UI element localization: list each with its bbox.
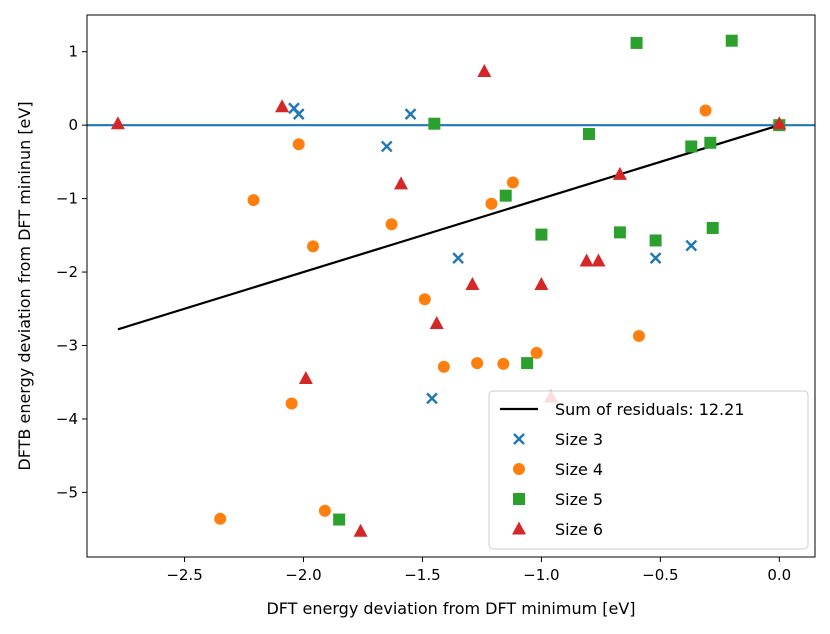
data-point [772,116,787,130]
y-tick-label: −3 [56,336,78,354]
data-point [429,315,444,329]
legend-label: Size 4 [555,460,603,479]
x-tick-label: −0.5 [642,566,678,584]
data-point [353,523,368,537]
data-point [437,360,450,373]
y-axis-title: DFTB energy deviation from DFT mininun [… [15,101,34,470]
marker-stroke [404,108,417,120]
legend-label: Size 6 [555,520,603,539]
series-size-4 [214,104,712,525]
data-point [612,166,627,180]
data-point [649,252,662,264]
x-tick-label: −1.5 [404,566,440,584]
data-point [506,176,519,189]
data-point [333,513,346,526]
y-tick-label: −2 [56,263,78,281]
y-axis: 1 0 −1 −2 −3 −4 −5 [56,43,87,501]
data-point [471,357,484,370]
data-point [380,140,393,153]
marker-stroke [685,239,698,252]
data-point [452,252,464,264]
legend-label: Size 3 [555,430,603,449]
data-point [214,512,227,525]
data-point [292,108,305,120]
y-tick-label: 1 [68,43,78,61]
data-point [582,127,595,140]
data-point [685,140,698,153]
marker-stroke [292,108,305,120]
marker-stroke [513,433,525,445]
data-point [630,36,643,49]
data-point [465,277,480,291]
marker-stroke [288,102,300,115]
data-point [292,138,305,151]
data-point [497,357,510,370]
y-tick-label: −5 [56,483,78,501]
legend-marker [512,521,526,535]
legend: Sum of residuals: 12.21 Size 3 Size 4 Size … [488,390,809,550]
x-tick-label: −1.0 [523,566,559,584]
data-point [428,117,441,130]
series-size-3 [288,102,698,405]
data-point [394,176,409,190]
legend-item-size-3: Size 3 [513,430,603,449]
data-point [649,234,662,247]
x-tick-label: −2.5 [166,566,202,584]
data-point [499,189,512,202]
y-tick-label: −4 [56,410,78,428]
data-point [110,116,125,130]
legend-item-size-4: Size 4 [513,460,603,479]
data-point [535,228,548,241]
legend-label: Sum of residuals: 12.21 [555,400,745,419]
legend-label: Size 5 [555,490,603,509]
marker-stroke [649,252,662,264]
legend-marker [513,493,525,505]
data-point [699,104,712,117]
data-point [632,329,645,342]
data-point [318,504,331,517]
data-point [285,397,298,410]
legend-item-size-5: Size 5 [513,490,603,509]
x-axis-title: DFT energy deviation from DFT minimum [e… [266,599,635,618]
series-size-6 [110,64,787,537]
legend-item-size-6: Size 6 [512,520,603,539]
x-axis: −2.5 −2.0 −1.5 −1.0 −0.5 0.0 [166,557,791,584]
data-point [613,226,626,239]
legend-item-fit: Sum of residuals: 12.21 [500,400,745,419]
data-point [247,194,260,207]
data-point [307,240,320,253]
data-point [591,253,606,267]
data-point [521,357,534,370]
x-tick-label: 0.0 [767,566,791,584]
data-point [477,64,492,78]
data-point [530,346,543,359]
data-point [385,218,398,231]
y-tick-label: 0 [68,116,78,134]
data-point [579,253,594,267]
data-point [706,221,719,234]
data-point [685,239,698,252]
y-tick-label: −1 [56,190,78,208]
data-point [704,136,717,149]
data-point [275,99,290,113]
marker-stroke [426,392,438,405]
data-point [418,293,431,306]
data-point [725,34,738,47]
legend-marker [513,463,525,475]
plot-area [87,34,815,537]
legend-box [488,390,809,550]
marker-stroke [380,140,393,153]
data-point [298,371,313,385]
data-point [404,108,417,120]
data-point [534,277,549,291]
fit-line [117,124,780,331]
data-point [426,392,438,405]
marker-stroke [452,252,464,264]
data-point [485,197,498,210]
x-tick-label: −2.0 [285,566,321,584]
plot-frame [86,14,816,558]
series-size-5 [333,34,786,526]
legend-marker [513,433,525,445]
